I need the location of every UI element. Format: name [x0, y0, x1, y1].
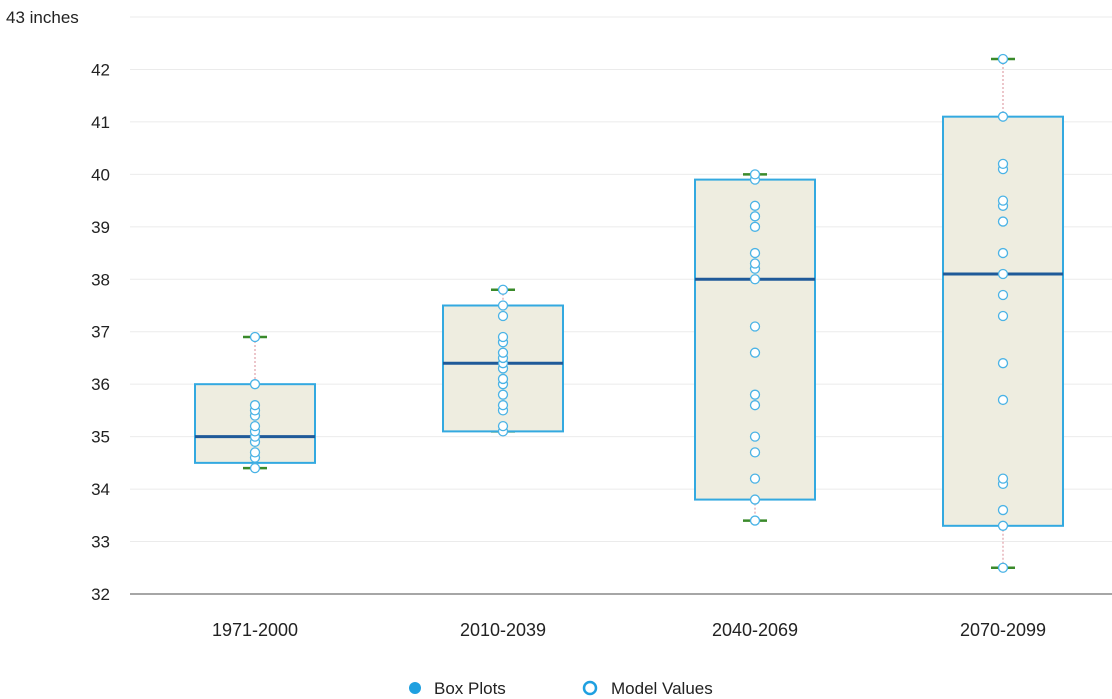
model-value-point	[997, 53, 1009, 65]
model-value-point	[497, 400, 509, 411]
model-value-point	[749, 221, 761, 232]
y-tick-label: 38	[91, 270, 110, 289]
y-tick-label: 41	[91, 113, 110, 132]
model-value-point	[749, 274, 761, 285]
x-category-label: 1971-2000	[212, 620, 298, 640]
y-axis-unit-label: 43 inches	[6, 8, 79, 27]
model-value-point	[749, 494, 761, 505]
model-value-points	[249, 53, 1009, 573]
model-value-point	[249, 400, 261, 411]
model-value-point	[497, 300, 509, 311]
iqr-box	[942, 115, 1064, 527]
box-plot-2070-2099	[942, 57, 1064, 570]
model-value-point	[997, 158, 1009, 170]
model-value-point	[997, 111, 1009, 122]
y-tick-label: 32	[91, 585, 110, 604]
y-tick-label: 40	[91, 165, 110, 184]
box-plots	[194, 57, 1064, 570]
model-value-point	[497, 310, 509, 322]
model-value-point	[497, 420, 509, 432]
model-value-point	[497, 284, 509, 295]
legend-box-plots-label: Box Plots	[434, 679, 506, 698]
legend-box-plots-marker	[409, 682, 421, 694]
model-value-point	[997, 473, 1009, 484]
y-tick-label: 37	[91, 323, 110, 342]
x-category-label: 2070-2099	[960, 620, 1046, 640]
model-value-point	[997, 247, 1009, 259]
y-axis-ticks: 32 33 34 35 36 37 38 39 40 41 42	[91, 60, 110, 604]
model-value-point	[497, 331, 509, 343]
y-tick-label: 42	[91, 60, 110, 79]
model-value-point	[249, 462, 261, 474]
model-value-point	[749, 389, 761, 400]
model-value-point	[497, 389, 509, 400]
x-axis-category-labels: 1971-2000 2010-2039 2040-2069 2070-2099	[212, 620, 1046, 640]
x-category-label: 2040-2069	[712, 620, 798, 640]
y-tick-label: 35	[91, 428, 110, 447]
y-tick-label: 33	[91, 533, 110, 552]
model-value-point	[749, 447, 761, 458]
model-value-point	[749, 515, 761, 526]
model-value-point	[997, 504, 1009, 516]
legend: Box Plots Model Values	[409, 679, 713, 698]
model-value-point	[997, 268, 1009, 280]
model-value-point	[997, 216, 1009, 227]
model-value-point	[749, 258, 761, 269]
model-value-point	[749, 400, 761, 411]
x-category-label: 2010-2039	[460, 620, 546, 640]
y-tick-label: 39	[91, 218, 110, 237]
model-value-point	[249, 420, 261, 432]
model-value-point	[497, 347, 509, 358]
model-value-point	[749, 200, 761, 211]
model-value-point	[749, 473, 761, 484]
legend-model-values-marker	[582, 680, 598, 696]
model-value-point	[497, 373, 509, 385]
model-value-point	[997, 310, 1009, 322]
y-tick-label: 36	[91, 375, 110, 394]
model-value-point	[749, 247, 761, 259]
model-value-point	[997, 289, 1009, 301]
model-value-point	[749, 211, 761, 222]
model-value-point	[249, 331, 261, 343]
legend-model-values-label: Model Values	[611, 679, 713, 698]
model-value-point	[749, 169, 761, 180]
model-value-point	[997, 562, 1009, 573]
model-value-point	[997, 394, 1009, 406]
model-value-point	[997, 195, 1009, 206]
model-value-point	[997, 520, 1009, 531]
y-tick-label: 34	[91, 480, 110, 499]
model-value-point	[249, 447, 261, 458]
model-value-point	[249, 379, 261, 390]
model-value-point	[749, 321, 761, 332]
model-value-point	[749, 347, 761, 358]
model-value-point	[997, 358, 1009, 369]
model-value-point	[749, 431, 761, 442]
